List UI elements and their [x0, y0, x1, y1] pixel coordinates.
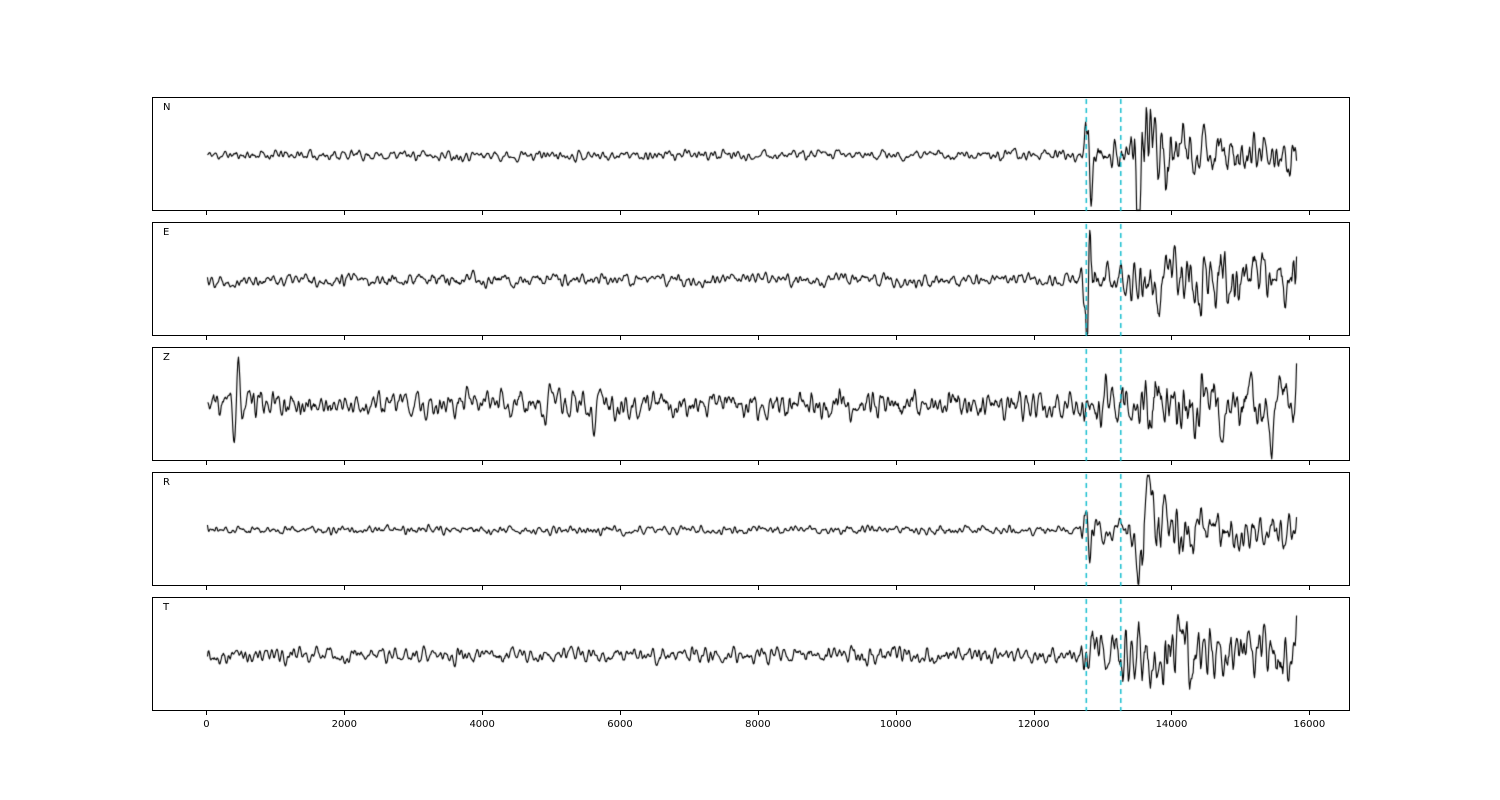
- x-tick-mark: [895, 586, 897, 590]
- subplot-Z: Z: [152, 347, 1351, 462]
- x-tick-mark: [1171, 586, 1173, 590]
- x-tick-mark: [895, 461, 897, 465]
- waveform-canvas-E: [153, 223, 1351, 337]
- channel-label: Z: [163, 352, 170, 363]
- x-tick-mark: [620, 461, 622, 465]
- x-tick-mark: [757, 586, 759, 590]
- x-tick-mark: [895, 336, 897, 340]
- x-tick-mark: [206, 586, 208, 590]
- x-tick-label: 6000: [607, 719, 633, 730]
- waveform-canvas-R: [153, 473, 1351, 587]
- channel-label: R: [163, 477, 170, 488]
- x-tick-mark: [206, 461, 208, 465]
- x-tick-mark: [620, 211, 622, 215]
- x-tick-mark: [206, 211, 208, 215]
- x-tick-mark: [1033, 336, 1035, 340]
- x-tick-mark: [344, 586, 346, 590]
- x-tick-mark: [206, 711, 208, 715]
- x-tick-mark: [757, 336, 759, 340]
- x-tick-mark: [1033, 211, 1035, 215]
- x-tick-mark: [1033, 711, 1035, 715]
- x-tick-mark: [1309, 336, 1311, 340]
- x-tick-mark: [1309, 461, 1311, 465]
- x-tick-mark: [482, 586, 484, 590]
- x-tick-mark: [1309, 711, 1311, 715]
- x-tick-label: 16000: [1293, 719, 1326, 730]
- x-tick-mark: [895, 711, 897, 715]
- x-tick-mark: [620, 336, 622, 340]
- x-tick-mark: [757, 461, 759, 465]
- x-tick-mark: [344, 461, 346, 465]
- x-tick-mark: [482, 336, 484, 340]
- x-tick-mark: [482, 711, 484, 715]
- channel-label: N: [163, 102, 171, 113]
- x-tick-mark: [1171, 336, 1173, 340]
- x-tick-mark: [344, 711, 346, 715]
- x-tick-mark: [482, 461, 484, 465]
- x-tick-mark: [895, 211, 897, 215]
- subplot-T: T: [152, 597, 1351, 712]
- x-tick-label: 12000: [1017, 719, 1050, 730]
- x-tick-mark: [1171, 711, 1173, 715]
- x-tick-mark: [757, 711, 759, 715]
- subplot-R: R: [152, 472, 1351, 587]
- x-tick-mark: [482, 211, 484, 215]
- x-tick-label: 2000: [331, 719, 358, 730]
- x-tick-mark: [1033, 586, 1035, 590]
- x-tick-mark: [206, 336, 208, 340]
- x-tick-mark: [344, 336, 346, 340]
- waveform-canvas-T: [153, 598, 1351, 712]
- x-tick-mark: [1171, 211, 1173, 215]
- channel-label: E: [163, 227, 170, 238]
- x-tick-label: 8000: [745, 719, 771, 730]
- x-tick-mark: [1309, 586, 1311, 590]
- x-tick-mark: [1309, 211, 1311, 215]
- x-tick-label: 14000: [1155, 719, 1188, 730]
- x-tick-label: 10000: [879, 719, 912, 730]
- x-tick-mark: [1171, 461, 1173, 465]
- waveform-canvas-N: [153, 98, 1351, 212]
- waveform-canvas-Z: [153, 348, 1351, 462]
- subplot-E: E: [152, 222, 1351, 337]
- x-tick-mark: [620, 711, 622, 715]
- x-tick-mark: [620, 586, 622, 590]
- channel-label: T: [163, 602, 170, 613]
- x-tick-label: 0: [203, 719, 210, 730]
- x-tick-label: 4000: [469, 719, 495, 730]
- subplot-N: N: [152, 97, 1351, 212]
- x-tick-mark: [1033, 461, 1035, 465]
- x-tick-mark: [757, 211, 759, 215]
- x-tick-mark: [344, 211, 346, 215]
